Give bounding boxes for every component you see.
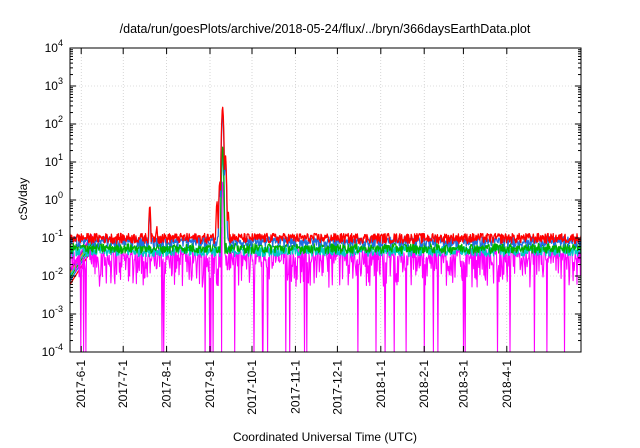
x-tick-label: 2017-12-1 [330,360,344,415]
x-tick-label: 2017-8-1 [160,360,174,408]
y-tick-label: 10-3 [42,304,63,321]
x-tick-label: 2017-10-1 [245,360,259,415]
y-tick-label: 10-2 [42,266,63,283]
y-tick-label: 10-1 [42,228,63,245]
y-axis-title: cSv/day [16,178,30,221]
series-line [70,146,581,255]
series-line [70,112,581,248]
series-line [70,181,581,352]
series-start-line [70,240,93,276]
series-line [70,106,581,245]
x-tick-label: 2018-2-1 [417,360,431,408]
y-tick-label: 103 [45,76,63,93]
chart-title: /data/run/goesPlots/archive/2018-05-24/f… [120,22,531,36]
x-tick-label: 2017-11-1 [288,360,302,414]
y-tick-label: 10-4 [42,342,63,359]
y-axis: 10-4 10-3 10-2 10-1 100 101 102 103 104 [42,38,581,359]
grid [70,47,581,353]
y-tick-label: 100 [45,190,63,207]
x-tick-label: 2018-4-1 [500,360,514,408]
x-tick-label: 2017-7-1 [116,360,130,408]
x-tick-label: 2017-9-1 [203,360,217,408]
y-tick-label: 104 [45,38,63,55]
x-tick-label: 2018-1-1 [374,360,388,408]
y-tick-label: 101 [45,152,63,169]
x-axis-title: Coordinated Universal Time (UTC) [233,430,417,444]
x-tick-label: 2017-6-1 [74,360,88,408]
y-tick-label: 102 [45,114,63,131]
x-tick-label: 2018-3-1 [456,360,470,408]
series-layer [70,106,581,352]
x-axis: 2017-6-1 2017-7-1 2017-8-1 2017-9-1 2017-10-… [74,48,514,415]
